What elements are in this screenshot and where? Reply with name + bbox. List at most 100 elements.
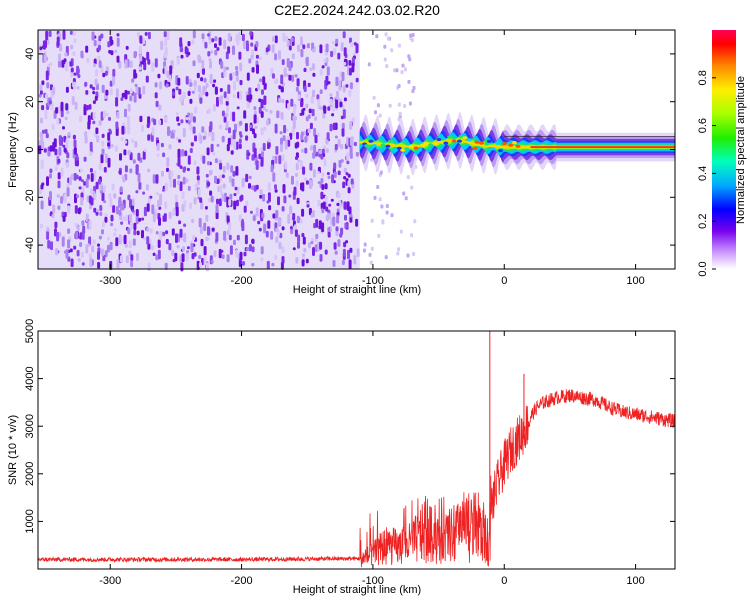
noise-cell — [297, 94, 301, 100]
noise-cell — [83, 156, 87, 162]
noise-cell — [275, 210, 279, 219]
noise-cell — [147, 116, 151, 124]
y-tick-label: 3000 — [24, 414, 36, 438]
noise-cell — [97, 261, 101, 269]
sparse-cell — [370, 246, 374, 251]
noise-cell — [170, 171, 174, 177]
noise-cell — [252, 215, 256, 222]
noise-cell — [210, 260, 214, 264]
x-tick-label: 0 — [501, 575, 507, 587]
noise-cell — [76, 226, 80, 232]
noise-cell — [276, 110, 280, 119]
noise-cell — [147, 262, 151, 271]
noise-cell — [310, 95, 314, 104]
noise-cell — [160, 40, 164, 51]
noise-cell — [139, 115, 143, 123]
sparse-cell — [383, 57, 387, 62]
noise-cell — [93, 133, 97, 138]
noise-cell — [79, 242, 83, 247]
noise-cell — [94, 78, 98, 86]
noise-cell — [260, 99, 264, 109]
noise-cell — [47, 240, 51, 249]
noise-cell — [171, 250, 175, 256]
noise-cell — [162, 215, 166, 222]
signal-blob — [467, 138, 472, 142]
noise-cell — [327, 212, 331, 220]
sparse-cell — [384, 32, 388, 37]
noise-cell — [166, 167, 169, 172]
noise-cell — [307, 128, 311, 134]
sparse-cell — [362, 248, 366, 253]
signal-blob — [502, 142, 507, 146]
noise-cell — [203, 222, 207, 232]
noise-cell — [278, 85, 282, 90]
noise-cell — [348, 60, 352, 66]
noise-cell — [337, 193, 341, 199]
noise-cell — [350, 178, 354, 185]
noise-cell — [258, 56, 262, 61]
noise-cell — [260, 127, 264, 136]
noise-cell — [138, 182, 142, 190]
noise-cell — [147, 168, 151, 173]
noise-cell — [229, 193, 233, 200]
x-tick-label: -100 — [362, 575, 384, 587]
noise-cell — [142, 191, 146, 195]
noise-cell — [232, 170, 236, 177]
noise-cell — [203, 256, 207, 266]
noise-cell — [42, 129, 45, 134]
noise-cell — [58, 53, 62, 62]
noise-cell — [332, 122, 336, 131]
noise-cell — [192, 116, 196, 123]
noise-cell — [186, 246, 190, 250]
noise-cell — [226, 254, 230, 263]
signal-blob — [376, 146, 382, 150]
noise-cell — [74, 223, 78, 227]
noise-cell — [164, 182, 168, 192]
noise-cell — [133, 222, 137, 231]
signal-blob — [404, 147, 410, 151]
noise-cell — [90, 173, 94, 182]
noise-cell — [305, 180, 309, 185]
noise-cell — [72, 31, 76, 36]
noise-cell — [129, 221, 133, 230]
noise-cell — [222, 165, 226, 173]
noise-cell — [177, 77, 181, 86]
noise-cell — [57, 158, 61, 164]
noise-cell — [105, 89, 109, 96]
noise-cell — [92, 111, 96, 120]
noise-cell — [248, 87, 252, 96]
noise-cell — [123, 234, 127, 245]
noise-cell — [128, 250, 132, 256]
noise-cell — [307, 242, 311, 248]
noise-cell — [65, 61, 69, 72]
figure-title: C2E2.2024.242.03.02.R20 — [274, 2, 440, 18]
noise-cell — [60, 196, 64, 204]
noise-cell — [181, 191, 185, 200]
noise-cell — [87, 115, 91, 126]
noise-cell — [164, 262, 168, 271]
noise-cell — [286, 58, 290, 68]
noise-cell — [245, 91, 249, 96]
noise-cell — [235, 249, 239, 258]
noise-cell — [41, 140, 45, 151]
noise-cell — [157, 239, 161, 248]
noise-cell — [274, 254, 278, 260]
noise-cell — [213, 250, 217, 257]
noise-cell — [234, 186, 238, 191]
noise-cell — [89, 151, 93, 157]
sparse-cell — [370, 218, 374, 223]
noise-cell — [227, 46, 231, 54]
noise-cell — [146, 203, 150, 212]
noise-cell — [259, 194, 263, 199]
noise-cell — [187, 112, 191, 117]
noise-cell — [226, 162, 230, 171]
noise-cell — [265, 47, 269, 53]
noise-cell — [315, 233, 319, 239]
noise-cell — [176, 245, 180, 249]
sparse-cell — [388, 103, 392, 108]
sparse-cell — [378, 113, 382, 118]
noise-cell — [345, 223, 349, 229]
noise-cell — [241, 33, 245, 42]
noise-cell — [239, 195, 243, 202]
noise-cell — [212, 152, 216, 156]
